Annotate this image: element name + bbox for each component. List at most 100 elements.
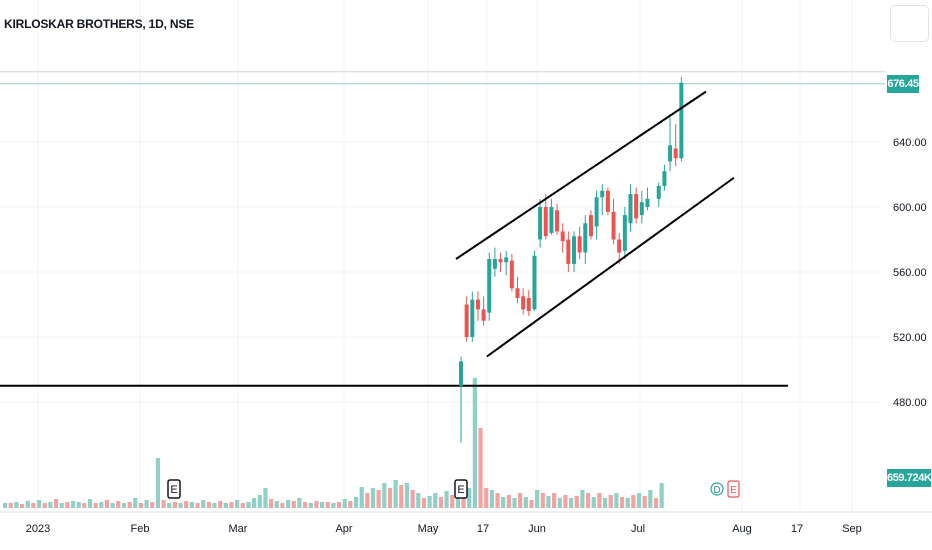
earnings-upcoming-label: E [730,485,737,496]
volume-bar [280,503,285,508]
candle-body [487,259,492,313]
volume-bar [36,500,42,508]
volume-bar [314,501,319,508]
volume-bar [53,499,59,508]
dividend-marker-label: D [713,485,720,496]
volume-bar [161,500,166,508]
price-tick-label: 640.00 [893,137,927,149]
time-tick-label: Jun [528,523,546,535]
earnings-marker-box [167,479,181,499]
volume-bars [3,378,664,508]
candle-body [668,145,673,162]
candle-body [611,211,616,240]
volume-bar [331,503,336,508]
volume-bar [631,495,636,508]
candle-body [475,299,480,310]
volume-bar [404,483,410,508]
volume-bar [614,493,619,508]
last-price-badge: 676.45 [887,75,919,93]
time-axis[interactable]: 2023 Feb Mar Apr May 17 Jun Jul Aug 17 Sep [0,511,932,535]
volume-bar [291,501,296,508]
candle-body [560,231,565,242]
time-tick-label: 17 [477,523,489,535]
candle-body [662,171,667,186]
candle-body [549,207,554,233]
volume-bar [184,501,189,508]
candle-body [481,309,486,321]
volume-bar [597,493,602,508]
candle-body [673,148,678,159]
volume-bar [387,488,393,508]
volume-bar [14,502,19,508]
time-tick-label: Sep [842,523,862,535]
candle-body [515,288,520,298]
candle-body [628,194,633,224]
candle-body [526,298,531,311]
volume-bar [501,497,506,508]
toolbar-button[interactable] [890,5,929,42]
volume-bar [70,501,76,508]
volume-bar [218,501,223,508]
volume-bar [235,500,240,508]
volume-bar [87,499,93,508]
dividend-marker: D [710,482,724,496]
candle-body [600,190,605,198]
time-tick-label: Jul [631,523,645,535]
volume-bar [467,488,472,508]
volume-bar [359,487,364,508]
candle-body [622,215,627,251]
volume-bar [167,503,172,508]
time-tick-label: Feb [131,523,150,535]
price-axis[interactable]: 520.00 560.00 600.00 640.00 480.00 [893,137,927,409]
volume-bar [19,504,25,508]
volume-bar [591,497,596,508]
volume-bar [348,501,353,508]
volume-bar [342,499,347,508]
volume-bar [269,499,274,508]
volume-bar [455,493,460,508]
volume-bar [3,503,8,508]
volume-bar [308,503,313,508]
volume-bar [557,498,562,508]
volume-bar [535,490,540,508]
candle-body [679,82,684,159]
candle-body [543,207,548,237]
volume-bar [8,503,13,508]
candle-body [634,194,639,219]
volume-bar [574,496,579,508]
volume-bar [195,503,200,508]
candle-body [492,259,497,269]
volume-bar [461,497,466,508]
volume-bar [495,493,500,508]
volume-bar [608,495,613,508]
candle-body [459,361,463,386]
volume-bar [144,500,149,508]
volume-bar [99,502,104,508]
volume-bar [518,493,523,508]
volume-bar [110,503,115,508]
volume-bar [65,502,70,508]
volume-bar [433,493,438,508]
symbol-title: KIRLOSKAR BROTHERS, 1D, NSE [4,17,194,31]
volume-bar [133,498,138,508]
volume-bar [353,497,359,508]
volume-bar [523,497,528,508]
earnings-marker: E [167,479,181,499]
volume-bar [563,495,568,508]
volume-bar [127,502,132,508]
volume-bar [76,502,81,508]
volume-bar [25,501,30,508]
volume-bar [212,503,217,508]
volume-bar [286,500,291,508]
volume-bar [93,503,98,508]
volume-bar [506,495,511,508]
volume-bar [82,503,87,508]
earnings-upcoming-marker: E [727,480,740,498]
volume-bar [659,483,664,508]
volume-bar [172,502,177,508]
volume-bar [489,490,494,508]
volume-bar [42,503,47,508]
volume-bar [297,498,302,508]
